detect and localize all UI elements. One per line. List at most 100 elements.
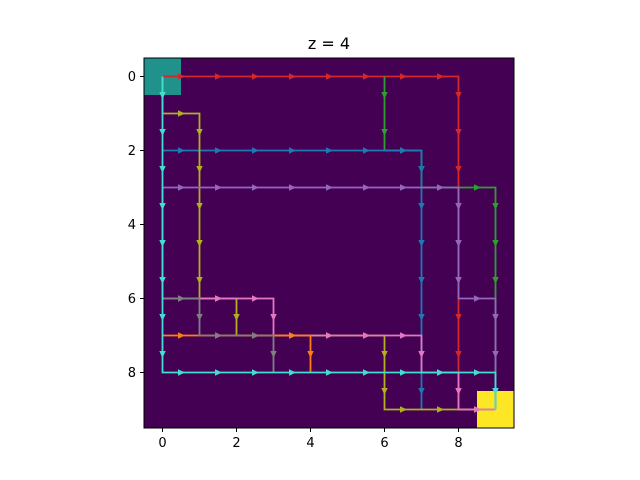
path-arrow (381, 388, 388, 395)
path-arrow (159, 314, 166, 321)
path-arrow (159, 92, 166, 99)
plot-frame (143, 57, 515, 429)
path-arrow (178, 147, 185, 154)
path-arrow (252, 295, 259, 302)
y-tick-label: 2 (128, 144, 136, 159)
path-arrow (178, 184, 185, 191)
path-arrow (326, 73, 333, 80)
path-arrow (178, 73, 185, 80)
path-arrow (455, 351, 462, 358)
path-arrow (418, 351, 425, 358)
y-tick-label: 8 (128, 366, 136, 381)
path-arrow (215, 184, 222, 191)
path-arrow (400, 369, 407, 376)
x-tick-label: 6 (380, 436, 388, 451)
path-arrow (400, 332, 407, 339)
path-arrow (289, 184, 296, 191)
path-arrow (159, 203, 166, 210)
path-arrow (418, 388, 425, 395)
path-arrow (437, 406, 444, 413)
path-arrow (437, 73, 444, 80)
path-arrow (492, 240, 499, 247)
path-line-2 (162, 149, 423, 410)
path-arrow (159, 351, 166, 358)
path-series-4 (162, 184, 499, 410)
path-arrow (455, 129, 462, 136)
path-arrow (418, 277, 425, 284)
path-series-2 (162, 147, 425, 410)
path-arrow (363, 184, 370, 191)
path-arrow (178, 295, 185, 302)
path-arrow (474, 369, 481, 376)
path-arrow (178, 332, 185, 339)
x-tick-label: 0 (158, 436, 166, 451)
path-arrow (252, 184, 259, 191)
path-arrow (381, 129, 388, 136)
path-arrow (492, 351, 499, 358)
path-arrow (455, 314, 462, 321)
path-arrow (381, 92, 388, 99)
path-arrow (400, 147, 407, 154)
path-arrow (363, 147, 370, 154)
path-arrow (159, 129, 166, 136)
path-arrow (455, 388, 462, 395)
path-arrow (215, 332, 222, 339)
path-arrow (326, 369, 333, 376)
path-arrow (363, 369, 370, 376)
path-arrow (196, 129, 203, 136)
path-arrow (455, 92, 462, 99)
path-arrow (455, 203, 462, 210)
path-arrow (196, 203, 203, 210)
path-arrow (215, 295, 222, 302)
path-arrow (215, 73, 222, 80)
path-arrow (492, 388, 499, 395)
path-arrow (474, 184, 481, 191)
path-arrow (474, 295, 481, 302)
path-arrow (196, 277, 203, 284)
path-arrow (270, 351, 277, 358)
path-arrow (252, 147, 259, 154)
path-arrow (289, 147, 296, 154)
path-arrow (418, 203, 425, 210)
path-arrow (215, 369, 222, 376)
path-arrow (159, 240, 166, 247)
path-arrow (270, 314, 277, 321)
path-arrow (326, 147, 333, 154)
path-arrow (159, 277, 166, 284)
path-arrow (289, 369, 296, 376)
x-tick-label: 8 (454, 436, 462, 451)
path-arrow (289, 332, 296, 339)
x-tick-label: 4 (306, 436, 314, 451)
y-tick-label: 0 (128, 70, 136, 85)
path-arrow (252, 369, 259, 376)
path-arrow (326, 184, 333, 191)
path-arrow (289, 73, 296, 80)
path-series-5 (162, 295, 496, 413)
path-arrow (196, 240, 203, 247)
path-arrow (400, 73, 407, 80)
path-arrow (437, 369, 444, 376)
path-arrow (326, 332, 333, 339)
path-arrow (418, 314, 425, 321)
path-arrow (178, 110, 185, 117)
path-arrow (492, 203, 499, 210)
path-arrow (400, 184, 407, 191)
y-tick-label: 4 (128, 218, 136, 233)
path-arrow (455, 277, 462, 284)
path-arrow (159, 166, 166, 173)
path-arrow (196, 166, 203, 173)
path-arrow (196, 314, 203, 321)
path-arrow (455, 240, 462, 247)
path-arrow (233, 314, 240, 321)
x-axis: 0 2 4 6 8 (158, 428, 463, 451)
path-arrow (492, 314, 499, 321)
path-arrow (437, 184, 444, 191)
path-arrow (492, 277, 499, 284)
path-arrow (215, 147, 222, 154)
path-arrow (418, 166, 425, 173)
path-arrow (252, 73, 259, 80)
path-arrow (474, 406, 481, 413)
path-arrow (381, 351, 388, 358)
path-arrow (178, 369, 185, 376)
x-tick-label: 2 (232, 436, 240, 451)
